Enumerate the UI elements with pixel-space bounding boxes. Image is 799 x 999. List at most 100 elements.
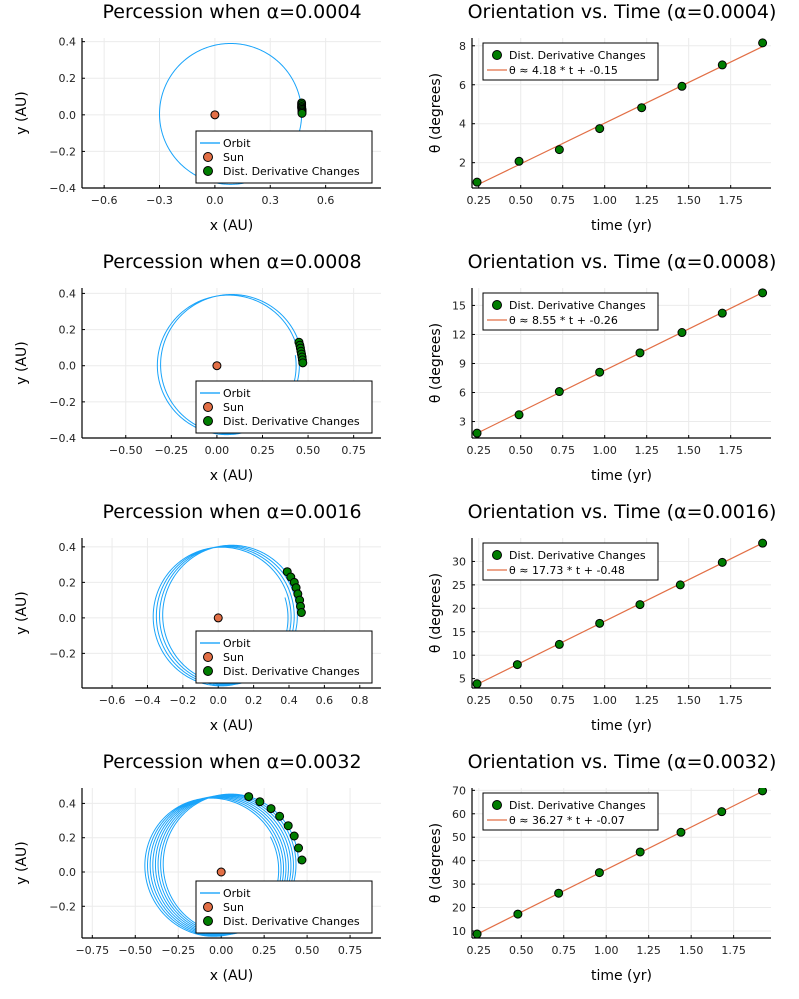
y-tick-label: 0.0	[59, 360, 77, 373]
legend-label-points: Dist. Derivative Changes	[509, 49, 646, 62]
data-point	[472, 679, 482, 688]
y-axis-label: y (AU)	[14, 841, 30, 884]
data-point	[758, 288, 768, 298]
orbit-panel: Percession when α=0.0004 −0.6 −0.3 0.0 0.3 0.…	[14, 1, 381, 234]
x-tick-label: 0.00	[205, 444, 230, 457]
y-tick-label: 8	[459, 40, 466, 53]
y-tick-label: 12	[452, 328, 466, 341]
data-point	[676, 827, 686, 837]
fit-line	[476, 46, 763, 186]
chart-title: Orientation vs. Time (α=0.0008)	[468, 251, 777, 273]
y-tick-label: 50	[452, 831, 466, 844]
data-point	[554, 639, 564, 649]
legend-label-points: Dist. Derivative Changes	[509, 799, 646, 812]
x-tick-label: 0.75	[550, 444, 575, 457]
y-tick-label: 60	[452, 808, 466, 821]
data-point	[554, 145, 564, 155]
y-tick-label: 20	[452, 602, 466, 615]
legend-box	[195, 630, 373, 684]
plot-area	[152, 544, 306, 687]
chart-title: Orientation vs. Time (α=0.0032)	[468, 751, 777, 773]
x-tick-label: 0.6	[316, 694, 334, 707]
legend-label-orbit: Orbit	[223, 637, 251, 650]
x-tick-label: 1.50	[676, 444, 701, 457]
y-tick-label: 30	[452, 878, 466, 891]
x-tick-label: 0.75	[341, 444, 366, 457]
x-tick-label: 1.00	[592, 194, 617, 207]
data-point	[594, 868, 604, 878]
legend-points-swatch	[492, 50, 502, 60]
data-point	[717, 807, 727, 817]
legend-points-swatch	[203, 916, 213, 926]
x-tick-label: 1.50	[676, 194, 701, 207]
orientation-panel: Orientation vs. Time (α=0.0008) 0.25 0.50 0…	[428, 251, 776, 484]
data-point	[677, 328, 687, 338]
x-axis-label: time (yr)	[591, 468, 652, 484]
legend-sun-swatch	[203, 152, 213, 162]
data-point	[758, 538, 768, 548]
y-tick-label: 10	[452, 649, 466, 662]
y-tick-label: 0.4	[59, 287, 77, 300]
fit-line	[476, 292, 763, 434]
chart-title: Orientation vs. Time (α=0.0004)	[468, 1, 777, 23]
y-tick-label: 0.0	[59, 612, 77, 625]
legend-label-points: Dist. Derivative Changes	[223, 415, 360, 428]
y-axis-label: θ (degrees)	[428, 823, 444, 903]
data-point	[635, 600, 645, 610]
legend-label-sun: Sun	[223, 901, 244, 914]
x-tick-label: 0.00	[209, 944, 234, 957]
plot-area	[472, 538, 768, 688]
y-tick-label: 2	[459, 157, 466, 170]
chart-title: Percession when α=0.0016	[102, 501, 361, 523]
sun-marker	[212, 361, 222, 371]
x-tick-label: −0.6	[99, 694, 126, 707]
y-tick-label: 0.0	[59, 109, 77, 122]
y-tick-label: 0.2	[59, 576, 77, 589]
legend-label-points: Dist. Derivative Changes	[223, 165, 360, 178]
y-tick-label: 30	[452, 555, 466, 568]
y-tick-label: 15	[452, 626, 466, 639]
x-tick-label: −0.25	[154, 444, 188, 457]
y-tick-label: −0.4	[49, 182, 76, 195]
x-tick-label: 0.8	[351, 694, 369, 707]
derivative-change-point	[275, 811, 285, 821]
derivative-change-point	[244, 792, 254, 802]
x-tick-label: 0.50	[508, 694, 533, 707]
x-tick-label: 0.50	[508, 444, 533, 457]
data-point	[472, 428, 482, 438]
orientation-panel: Orientation vs. Time (α=0.0004) 0.25 0.50 0…	[428, 1, 776, 234]
x-tick-label: 0.50	[509, 944, 534, 957]
legend-label-sun: Sun	[223, 651, 244, 664]
x-tick-label: 1.25	[636, 944, 661, 957]
legend: Dist. Derivative Changes θ ≈ 17.73 * t + …	[482, 542, 659, 581]
x-tick-label: 1.25	[634, 194, 659, 207]
data-point	[554, 387, 564, 397]
x-tick-label: 0.4	[280, 694, 298, 707]
x-tick-label: 0.50	[508, 194, 533, 207]
data-point	[472, 177, 482, 187]
data-point	[635, 847, 645, 857]
sun-marker	[210, 110, 220, 120]
x-axis-label: time (yr)	[591, 718, 652, 734]
fit-line	[476, 790, 763, 935]
legend-box	[195, 880, 373, 934]
legend-sun-swatch	[203, 402, 213, 412]
derivative-change-point	[283, 821, 293, 831]
data-point	[513, 909, 523, 919]
x-tick-label: 0.25	[250, 444, 275, 457]
y-tick-label: 0.2	[59, 72, 77, 85]
sun-marker	[213, 613, 223, 623]
x-tick-label: 0.2	[245, 694, 263, 707]
x-tick-label: 0.0	[209, 694, 227, 707]
data-point	[472, 929, 482, 938]
chart-title: Percession when α=0.0032	[102, 751, 361, 773]
y-axis-label: y (AU)	[14, 91, 30, 134]
derivative-change-point	[296, 608, 306, 618]
legend-label-orbit: Orbit	[223, 137, 251, 150]
legend-label-fit: θ ≈ 17.73 * t + -0.48	[509, 564, 625, 577]
data-point	[595, 124, 605, 134]
legend-box	[482, 792, 659, 831]
y-tick-label: 0.4	[59, 541, 77, 554]
